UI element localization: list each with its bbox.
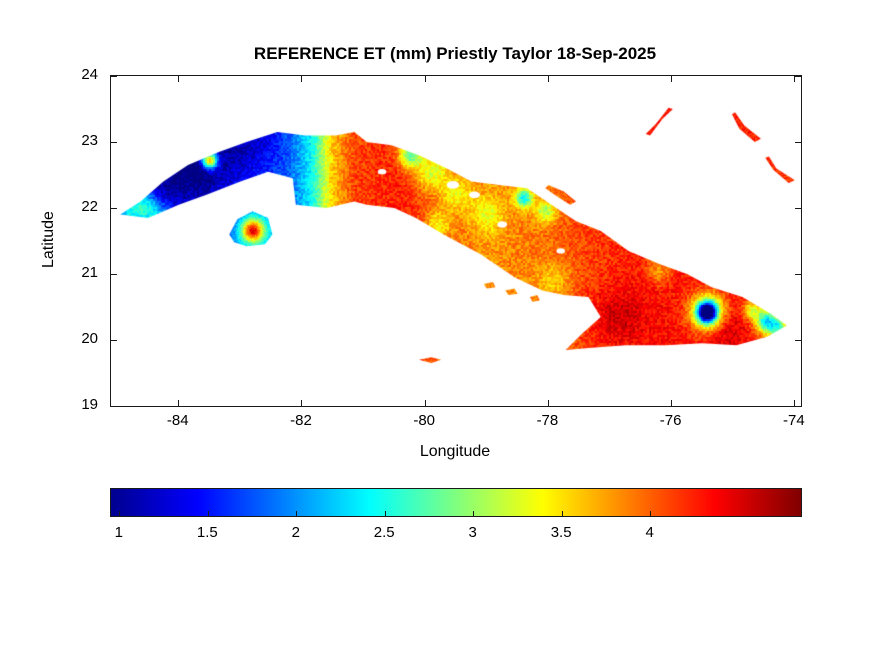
x-tick-mark-top (301, 76, 303, 82)
x-tick-label: -80 (413, 412, 436, 429)
x-tick-mark-top (671, 76, 673, 82)
x-tick-mark-top (794, 76, 796, 82)
colorbar-tick-label: 1 (114, 524, 124, 541)
y-tick-mark (111, 339, 117, 341)
y-tick-mark (111, 207, 117, 209)
y-tick-mark (111, 273, 117, 275)
colorbar (110, 488, 802, 517)
y-tick-label: 20 (81, 330, 98, 347)
chart-title: REFERENCE ET (mm) Priestly Taylor 18-Sep… (253, 44, 657, 63)
y-tick-mark (111, 75, 117, 77)
plot-area (110, 75, 802, 407)
x-tick-label: -78 (536, 412, 559, 429)
x-axis-label: Longitude (419, 443, 491, 460)
x-tick-label: -76 (659, 412, 682, 429)
x-tick-mark (301, 400, 303, 406)
y-tick-mark-right (795, 75, 801, 77)
x-tick-mark-top (178, 76, 180, 82)
y-tick-label: 22 (81, 198, 98, 215)
x-tick-mark (424, 400, 426, 406)
map-canvas (111, 76, 801, 406)
x-tick-label: -84 (166, 412, 189, 429)
colorbar-tick-label: 3.5 (550, 524, 572, 541)
y-tick-mark-right (795, 405, 801, 407)
x-tick-mark (178, 400, 180, 406)
x-tick-mark-top (547, 76, 549, 82)
colorbar-tick-mark (207, 511, 209, 516)
y-tick-label: 23 (81, 132, 98, 149)
y-tick-mark-right (795, 273, 801, 275)
y-tick-label: 19 (81, 396, 98, 413)
y-tick-mark (111, 405, 117, 407)
colorbar-tick-mark (650, 511, 652, 516)
colorbar-tick-label: 1.5 (196, 524, 218, 541)
y-tick-mark (111, 141, 117, 143)
x-tick-mark (547, 400, 549, 406)
colorbar-tick-label: 3 (468, 524, 477, 541)
y-tick-mark-right (795, 141, 801, 143)
x-tick-mark (794, 400, 796, 406)
colorbar-tick-label: 4 (645, 524, 654, 541)
colorbar-tick-mark (119, 511, 121, 516)
y-tick-mark-right (795, 207, 801, 209)
colorbar-tick-mark (296, 511, 298, 516)
colorbar-tick-mark (384, 511, 386, 516)
y-tick-label: 24 (81, 66, 98, 83)
x-tick-mark (671, 400, 673, 406)
y-tick-mark-right (795, 339, 801, 341)
colorbar-tick-mark (473, 511, 475, 516)
x-tick-mark-top (424, 76, 426, 82)
colorbar-tick-label: 2.5 (373, 524, 395, 541)
y-axis-label: Latitude (40, 211, 57, 269)
y-tick-label: 21 (81, 264, 98, 281)
colorbar-tick-label: 2 (291, 524, 300, 541)
x-tick-label: -82 (290, 412, 312, 429)
x-tick-label: -74 (782, 412, 805, 429)
colorbar-tick-mark (561, 511, 563, 516)
